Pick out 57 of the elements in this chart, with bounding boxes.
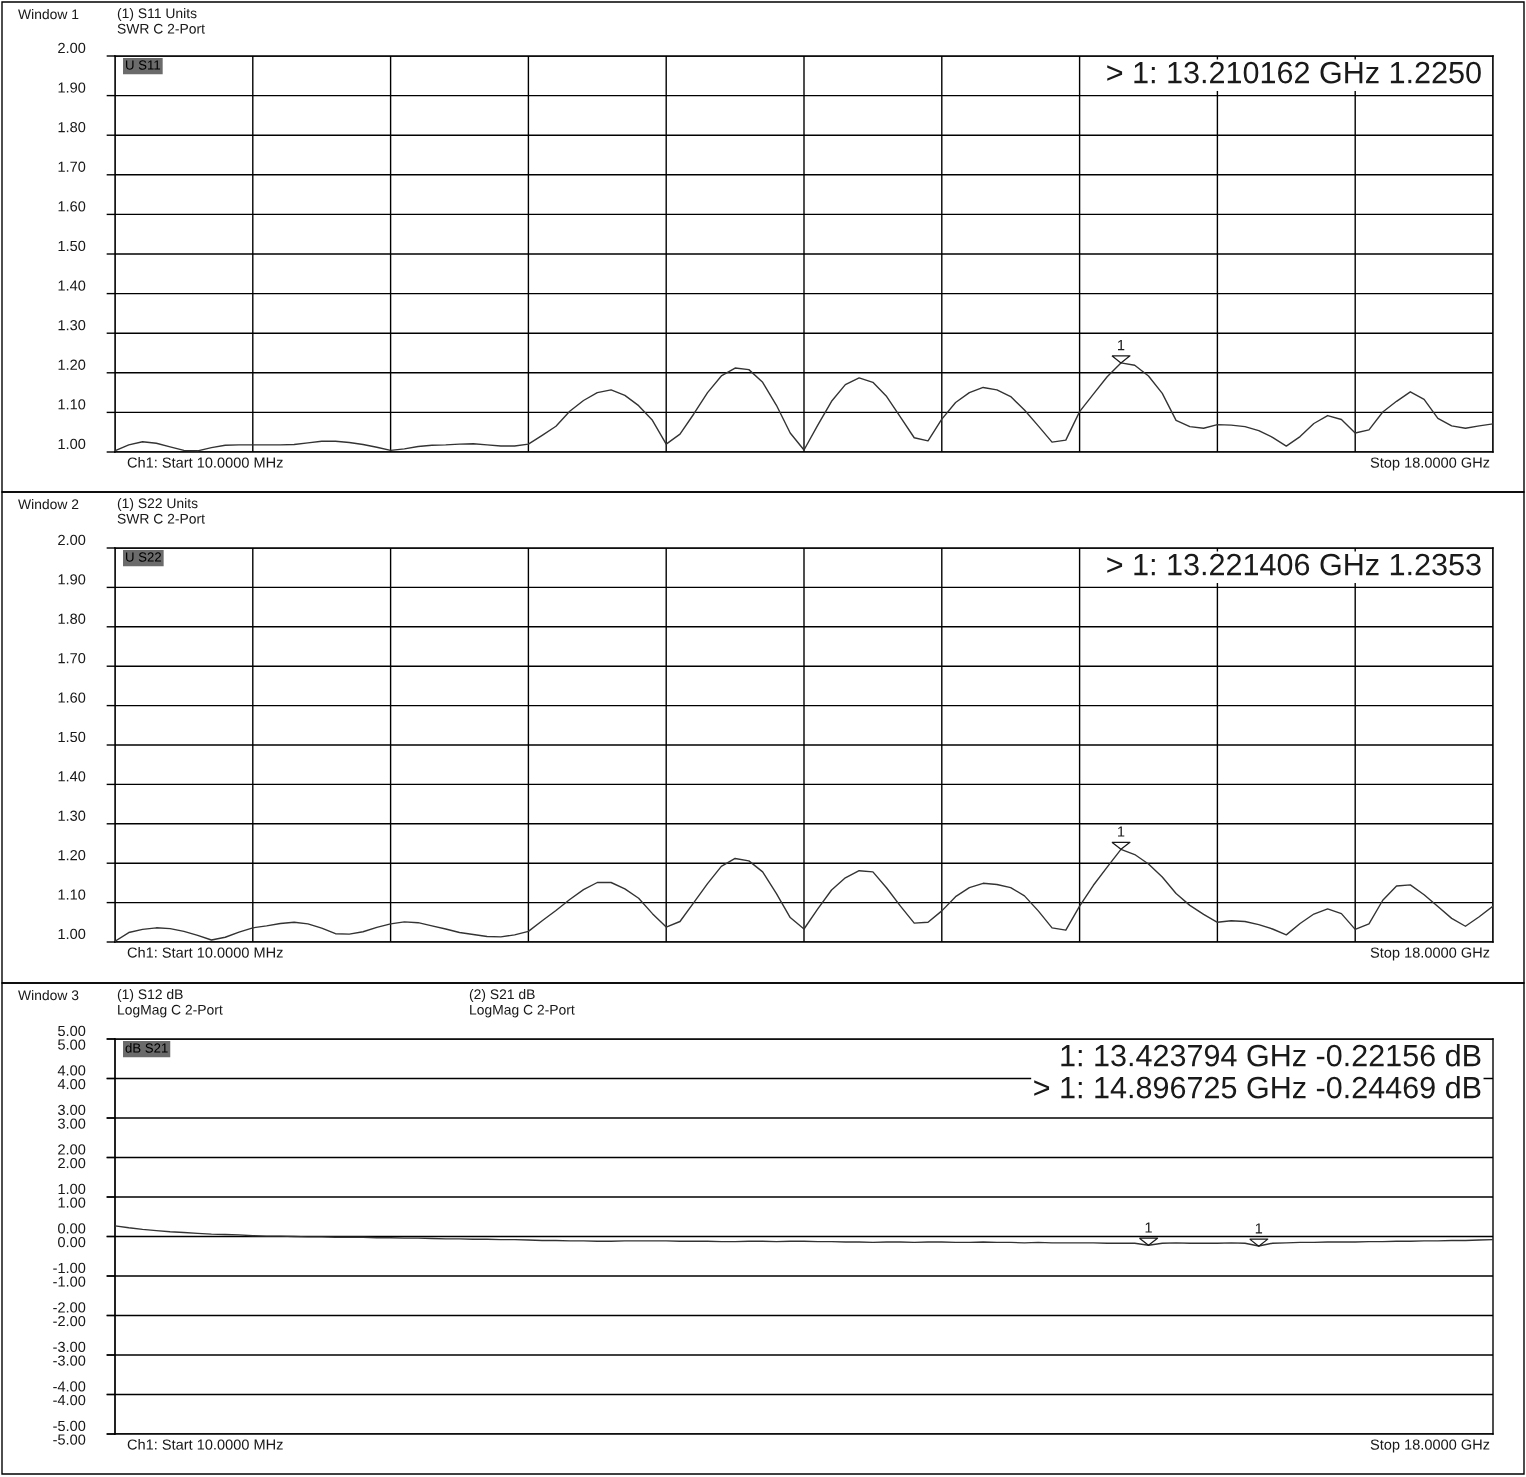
chart-title: Window 2 — [18, 499, 79, 510]
y-tick-label: 1.60 — [58, 692, 86, 703]
y-tick-label: 1.10 — [58, 889, 86, 900]
y-tick-label: 1.00 — [58, 438, 86, 450]
y-tick-label: 5.00 — [58, 1025, 86, 1037]
y-tick-label: 1.80 — [58, 613, 86, 624]
text: Stop 18.0000 GHz — [1370, 1439, 1490, 1453]
annotation: U S22 — [126, 552, 162, 562]
text: (1) S12 dB LogMag C 2-Port — [117, 989, 223, 1018]
y-tick-label: 4.00 — [57, 1065, 86, 1076]
text: Stop 18.0000 GHz — [1370, 457, 1490, 471]
y-tick-label: 1.90 — [58, 82, 86, 93]
y-tick-label: 1.70 — [58, 652, 86, 664]
annotation: 1 — [1118, 340, 1125, 351]
y-tick-label: 1.80 — [58, 121, 86, 133]
y-tick-label: 2.00 — [58, 42, 86, 54]
y-tick-label: 1.30 — [58, 810, 86, 821]
text: (1) S22 Units SWR C 2-Port — [117, 498, 205, 524]
y-tick-label: 1.40 — [58, 771, 86, 782]
text: Ch1: Start 10.0000 MHz — [127, 1439, 283, 1450]
y-tick-label: 1.20 — [58, 849, 86, 861]
chart-title: Window 1 — [18, 9, 79, 20]
y-tick-label: 1.00 — [58, 1183, 86, 1195]
y-tick-label: -3.00 — [53, 1341, 86, 1353]
annotation: 1 — [1118, 826, 1125, 837]
y-tick-label: -1.00 — [53, 1262, 86, 1274]
y-tick-label: 1.30 — [58, 319, 86, 331]
y-tick-label: 1.20 — [58, 359, 86, 370]
y-tick-label: 1.70 — [58, 161, 86, 172]
text: Ch1: Start 10.0000 MHz — [127, 947, 283, 958]
annotation: > 1: 13.210162 GHz 1.2250 — [1107, 61, 1481, 84]
annotation: > 1: 14.896725 GHz -0.24469 dB — [1034, 1076, 1481, 1099]
y-tick-label: 1.50 — [58, 240, 86, 252]
y-tick-label: 1.00 — [58, 928, 86, 940]
y-tick-label: -5.00 — [53, 1420, 86, 1432]
y-tick-label: 2.00 — [58, 534, 86, 546]
y-tick-label: 1.10 — [58, 399, 86, 410]
y-tick-label: 1.60 — [58, 201, 86, 212]
y-tick-label: 1.40 — [58, 280, 86, 291]
chart-title: Window 3 — [18, 990, 79, 1001]
y-tick-label: 1.50 — [58, 731, 86, 743]
text: (1) S11 Units SWR C 2-Port — [117, 8, 205, 34]
annotation: U S11 — [126, 60, 161, 70]
text: (2) S21 dB LogMag C 2-Port — [469, 989, 575, 1018]
y-tick-label: 1.90 — [58, 574, 86, 585]
y-tick-label: -2.00 — [53, 1302, 86, 1313]
annotation: > 1: 13.221406 GHz 1.2353 — [1107, 553, 1481, 576]
annotation: 1 — [1145, 1222, 1152, 1233]
text: Stop 18.0000 GHz — [1370, 947, 1490, 961]
annotation: 1: 13.423794 GHz -0.22156 dB — [1061, 1044, 1481, 1067]
y-tick-label: 3.00 — [58, 1104, 86, 1116]
annotation: 1 — [1255, 1223, 1263, 1234]
y-tick-label: -4.00 — [53, 1381, 86, 1392]
annotation: dB S21 — [125, 1043, 168, 1053]
text: Ch1: Start 10.0000 MHz — [127, 457, 283, 468]
y-tick-label: 2.00 — [58, 1144, 86, 1155]
y-tick-label: 0.00 — [58, 1223, 86, 1234]
